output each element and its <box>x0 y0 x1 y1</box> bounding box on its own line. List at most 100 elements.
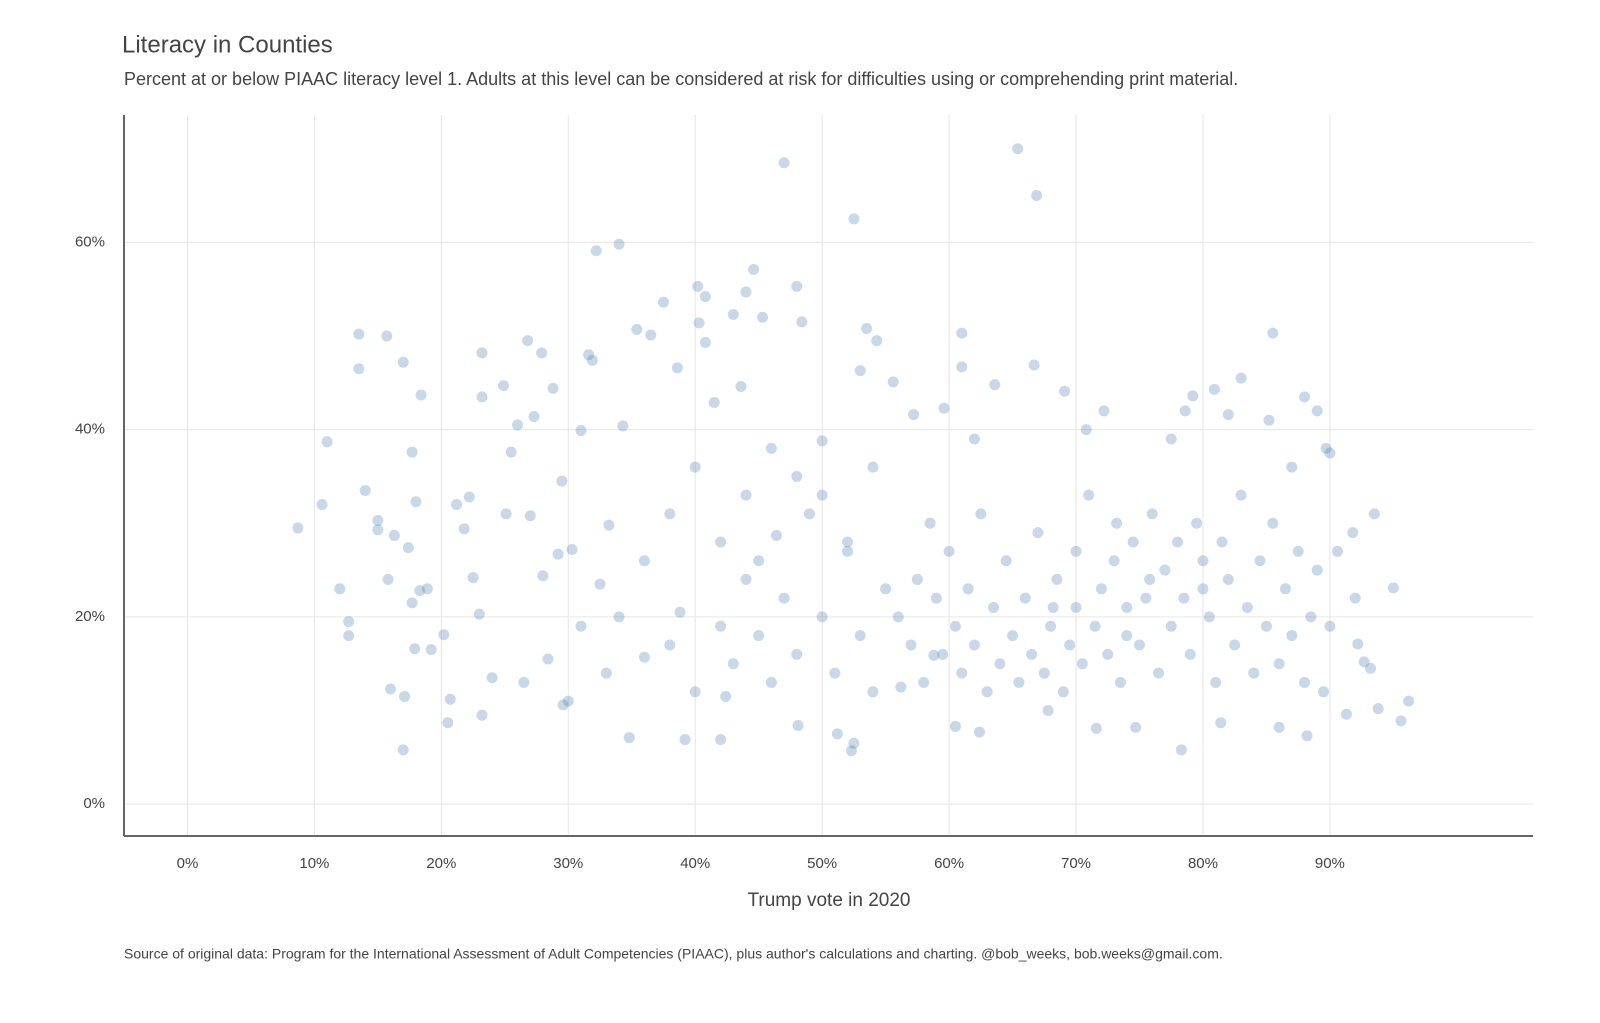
point <box>911 573 923 585</box>
point <box>1260 620 1272 632</box>
point <box>1057 686 1069 698</box>
point <box>854 365 866 377</box>
y-tick-label: 60% <box>75 233 105 250</box>
x-axis-title: Trump vote in 2020 <box>748 890 911 911</box>
point <box>562 695 574 707</box>
point <box>715 536 727 548</box>
point <box>892 611 904 623</box>
point <box>372 514 384 526</box>
point <box>1028 359 1040 371</box>
point <box>692 280 704 292</box>
point <box>1187 390 1199 402</box>
point <box>1318 686 1330 698</box>
point <box>575 620 587 632</box>
point <box>720 690 732 702</box>
point <box>547 382 559 394</box>
point <box>1098 405 1110 417</box>
point <box>1208 383 1220 395</box>
point <box>1095 583 1107 595</box>
point <box>816 611 828 623</box>
point <box>867 686 879 698</box>
point <box>372 524 384 536</box>
point <box>689 461 701 473</box>
point <box>1089 620 1101 632</box>
point <box>867 461 879 473</box>
point <box>590 245 602 257</box>
source-note: Source of original data: Program for the… <box>124 946 1223 962</box>
point <box>1140 592 1152 604</box>
point <box>880 583 892 595</box>
point <box>765 676 777 688</box>
point <box>1222 573 1234 585</box>
point <box>1038 667 1050 679</box>
point <box>406 446 418 458</box>
point <box>536 347 548 359</box>
point <box>467 572 479 584</box>
point <box>735 381 747 393</box>
points <box>292 143 1415 757</box>
point <box>1311 405 1323 417</box>
point <box>1121 630 1133 642</box>
point <box>410 496 422 508</box>
point <box>1267 327 1279 339</box>
point <box>537 570 549 582</box>
point <box>1108 555 1120 567</box>
point <box>1076 658 1088 670</box>
point <box>388 529 400 541</box>
point <box>816 435 828 447</box>
point <box>1365 662 1377 674</box>
point <box>603 519 615 531</box>
point <box>699 337 711 349</box>
point <box>645 329 657 341</box>
point <box>1197 555 1209 567</box>
point <box>397 744 409 756</box>
point <box>1263 414 1275 426</box>
chart-title: Literacy in Counties <box>122 31 333 58</box>
point <box>968 639 980 651</box>
point <box>1320 442 1332 454</box>
point <box>1235 372 1247 384</box>
point <box>1324 620 1336 632</box>
point <box>575 425 587 437</box>
point <box>956 667 968 679</box>
point <box>476 391 488 403</box>
point <box>988 602 1000 614</box>
x-tick-label: 60% <box>934 855 964 872</box>
point <box>1042 705 1054 717</box>
point <box>791 280 803 292</box>
point <box>845 745 857 757</box>
point <box>1299 676 1311 688</box>
point <box>778 157 790 169</box>
point <box>1286 630 1298 642</box>
point <box>421 583 433 595</box>
point <box>1305 611 1317 623</box>
y-tick-label: 0% <box>83 795 105 812</box>
point <box>1229 639 1241 651</box>
point <box>444 693 456 705</box>
point <box>1286 461 1298 473</box>
point <box>756 311 768 323</box>
point <box>557 699 569 711</box>
point <box>1121 602 1133 614</box>
point <box>1358 656 1370 668</box>
point <box>1175 744 1187 756</box>
point <box>1279 583 1291 595</box>
point <box>962 583 974 595</box>
x-tick-label: 90% <box>1315 855 1345 872</box>
point <box>895 681 907 693</box>
point <box>871 335 883 347</box>
point <box>442 717 454 729</box>
point <box>1032 527 1044 539</box>
point <box>524 510 536 522</box>
point <box>473 608 485 620</box>
point <box>664 508 676 520</box>
point <box>791 470 803 482</box>
point <box>1347 527 1359 539</box>
point <box>848 737 860 749</box>
point <box>343 630 355 642</box>
point <box>657 296 669 308</box>
point <box>1301 730 1313 742</box>
point <box>981 686 993 698</box>
point <box>1273 721 1285 733</box>
